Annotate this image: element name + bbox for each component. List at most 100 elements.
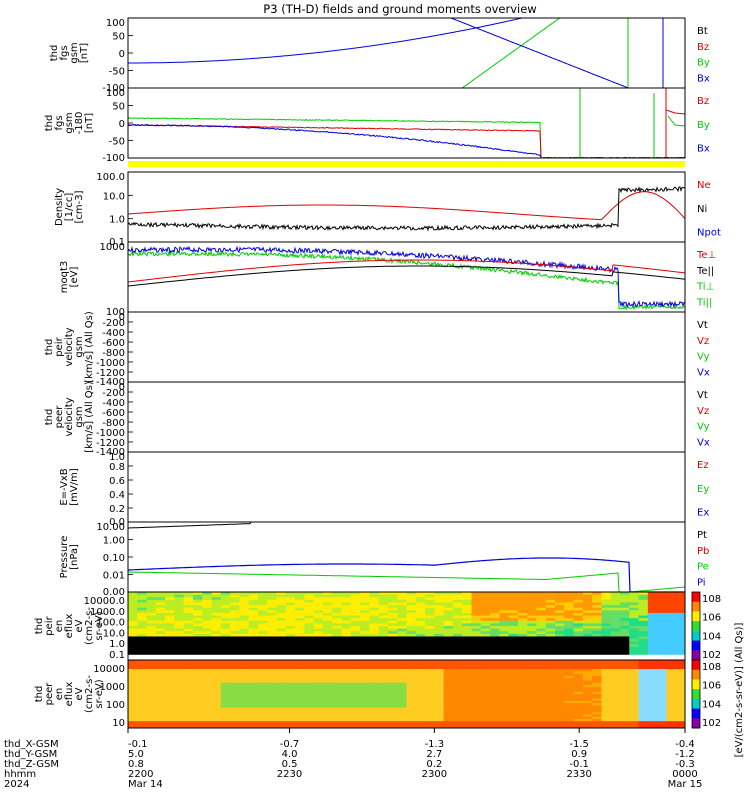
ytick-label: 100 — [106, 18, 125, 29]
ytick-label: 100 — [106, 307, 125, 318]
xaxis-value: -0.1 — [569, 759, 589, 770]
ylabel-line: [nT] — [84, 113, 95, 133]
ylabel-line: (cm2-s- — [84, 607, 95, 645]
ylabel-line: velocity — [64, 327, 75, 366]
colorbar-tick: 104 — [702, 699, 721, 710]
legend-Bt: Bt — [697, 26, 708, 37]
legend-Pt: Pt — [697, 530, 707, 541]
ytick-label: -800 — [102, 418, 125, 429]
panel-frame — [127, 521, 686, 593]
panel-fgs-data — [128, 18, 685, 88]
legend-Te⊥: Te⊥ — [696, 250, 716, 261]
legend-Vz: Vz — [697, 406, 709, 417]
ytick-label: -1000 — [96, 428, 125, 439]
series-Pt — [128, 522, 685, 529]
legend-Pb: Pb — [697, 546, 709, 557]
ylabel-line: thd — [34, 618, 45, 635]
ytick-label: 1.00 — [103, 536, 125, 547]
ytick-label: 50 — [112, 102, 125, 113]
colorbar-label: [eV/(cm2-s-sr-eV)] (All Qs)] — [734, 622, 745, 757]
ylabel-line: gsm — [74, 336, 85, 357]
ylabel-line: E=-VxB — [59, 468, 70, 505]
ylabel-line: gsm — [69, 42, 80, 63]
ylabel-line: [nT] — [79, 43, 90, 63]
panel-peir_eflux: 108 106 104 102 10000.01000.0100.010.01.00.1… — [34, 591, 721, 661]
legend-Ti⊥: Ti⊥ — [696, 282, 714, 293]
series-Bx — [128, 18, 685, 64]
xaxis-row-label: hhmm — [4, 769, 36, 780]
ylabel-line: [cm-3] — [74, 190, 85, 223]
legend-Ne: Ne — [697, 180, 711, 191]
legend-Ex: Ex — [697, 508, 709, 519]
ylabel-line: Pressure — [59, 536, 70, 579]
ytick-label: 10000.0 — [84, 596, 125, 607]
panel-pressure-data — [128, 522, 685, 592]
ytick-label: 10 — [112, 718, 125, 729]
xaxis-value: 0.2 — [426, 759, 442, 770]
xaxis-value: -0.4 — [675, 739, 695, 750]
legend-Vt: Vt — [697, 320, 708, 331]
colorbar-tick: 102 — [702, 650, 721, 661]
ytick-label: 0.01 — [103, 571, 125, 582]
panel-peer_velocity: 0-200-400-600-800-1000-1200-1400 thd peer v… — [44, 381, 710, 458]
ylabel-line: sr-eV) — [94, 611, 105, 640]
series-Te-par — [128, 265, 685, 287]
xaxis-value: 0.8 — [128, 759, 144, 770]
xaxis-row-label: 2024 — [4, 779, 29, 790]
series-Ti-perp — [128, 245, 685, 309]
chart-title: P3 (TH-D) fields and ground moments over… — [263, 2, 536, 16]
xaxis-value: -0.3 — [675, 759, 695, 770]
ytick-label: -100 — [102, 153, 125, 164]
ytick-label: 0.6 — [109, 476, 125, 487]
xaxis-value: 2.7 — [426, 749, 442, 760]
colorbar-peer_eflux: 108 106 104 102 — [691, 659, 721, 729]
ylabel-line: thd — [44, 409, 55, 426]
ylabel-line: Density — [54, 188, 65, 226]
ytick-label: -800 — [102, 348, 125, 359]
xaxis-value: Mar 14 — [128, 779, 163, 790]
ylabel-line: fgs — [54, 115, 65, 130]
ytick-label: 1.0 — [109, 215, 125, 226]
xaxis-value: 2300 — [422, 769, 447, 780]
quality-flag-bar — [128, 161, 685, 167]
ylabel-line: [nPa] — [69, 544, 80, 570]
legend-Vz: Vz — [697, 336, 709, 347]
legend-Ez: Ez — [697, 460, 709, 471]
ytick-label: 1.0 — [109, 639, 125, 650]
ytick-label: 10.0 — [103, 191, 125, 202]
series-Bz — [128, 124, 685, 158]
colorbar-tick: 106 — [702, 613, 721, 624]
panel-peer_eflux: 108 106 104 102 10000 1000 100 10 thd peer en eflux… — [34, 659, 721, 729]
xaxis-value: 4.0 — [282, 749, 298, 760]
ylabel-line: -180 — [74, 112, 85, 135]
legend-Vy: Vy — [697, 422, 710, 433]
xaxis-value: 0000 — [672, 769, 697, 780]
ytick-label: 0 — [119, 312, 125, 323]
ytick-label: -1200 — [96, 368, 125, 379]
ylabel-line: peer — [54, 405, 65, 429]
xaxis-value: 2230 — [277, 769, 302, 780]
ytick-label: 0.00 — [103, 587, 125, 598]
ytick-label: 100.0 — [96, 172, 125, 183]
ylabel-line: thd — [44, 339, 55, 356]
ylabel-line: [km/s] (All Qs) — [84, 311, 95, 383]
series-Ti — [128, 250, 685, 311]
panel-frame — [127, 311, 686, 383]
legend-Vy: Vy — [697, 352, 710, 363]
ylabel-line: moqt3 — [59, 261, 70, 294]
ylabel-line: en — [54, 688, 65, 701]
ytick-label: 0.2 — [109, 504, 125, 515]
panel-peir_velocity: 0-200-400-600-800-1000-1200-1400 thd peir v… — [44, 311, 710, 388]
ylabel-line: gsm — [64, 112, 75, 133]
panel-frame — [127, 87, 686, 159]
series-Bz-end — [665, 109, 685, 115]
ylabel-line: thd — [34, 686, 45, 703]
xaxis-row-label: thd_Y-GSM — [4, 749, 57, 760]
ytick-label: 0.1 — [109, 237, 125, 248]
ytick-label: -1000 — [96, 358, 125, 369]
colorbar-peir_eflux: 108 106 104 102 — [691, 591, 721, 661]
series-Ni — [128, 186, 685, 232]
ylabel-line: velocity — [64, 397, 75, 436]
xaxis-value: 2330 — [566, 769, 591, 780]
